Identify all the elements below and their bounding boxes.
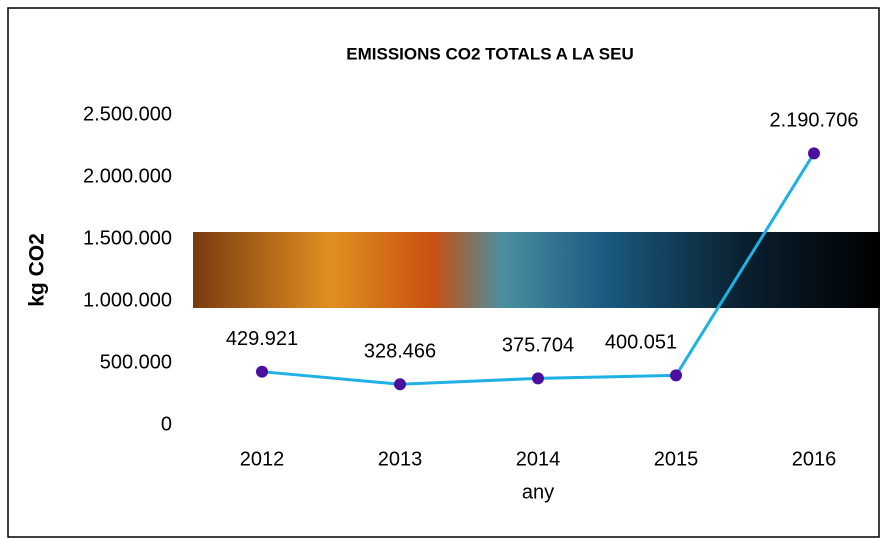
y-tick-label: 1.500.000 [83, 227, 172, 249]
data-label: 375.704 [502, 335, 574, 357]
y-tick-label: 0 [161, 413, 172, 435]
y-tick-label: 2.000.000 [83, 165, 172, 187]
chart: EMISSIONS CO2 TOTALS A LA SEU kg CO2 any… [0, 0, 880, 538]
data-point [256, 366, 268, 378]
data-label: 429.921 [226, 328, 298, 350]
y-tick-label: 1.000.000 [83, 289, 172, 311]
x-tick-label: 2014 [516, 448, 561, 470]
x-axis-label: any [522, 481, 554, 503]
y-tick-label: 500.000 [100, 351, 172, 373]
y-tick-label: 2.500.000 [83, 103, 172, 125]
x-tick-label: 2016 [792, 448, 837, 470]
data-point [394, 378, 406, 390]
background-image [193, 232, 880, 308]
data-point [670, 369, 682, 381]
data-point [808, 147, 820, 159]
data-label: 328.466 [364, 341, 436, 363]
x-tick-label: 2015 [654, 448, 699, 470]
data-label: 2.190.706 [770, 110, 859, 132]
x-tick-label: 2012 [240, 448, 285, 470]
chart-title: EMISSIONS CO2 TOTALS A LA SEU [346, 44, 633, 63]
x-tick-label: 2013 [378, 448, 423, 470]
data-label: 400.051 [605, 332, 677, 354]
y-axis-label: kg CO2 [26, 233, 49, 307]
page: EMISSIONS CO2 TOTALS A LA SEU kg CO2 any… [0, 0, 880, 538]
data-point [532, 372, 544, 384]
